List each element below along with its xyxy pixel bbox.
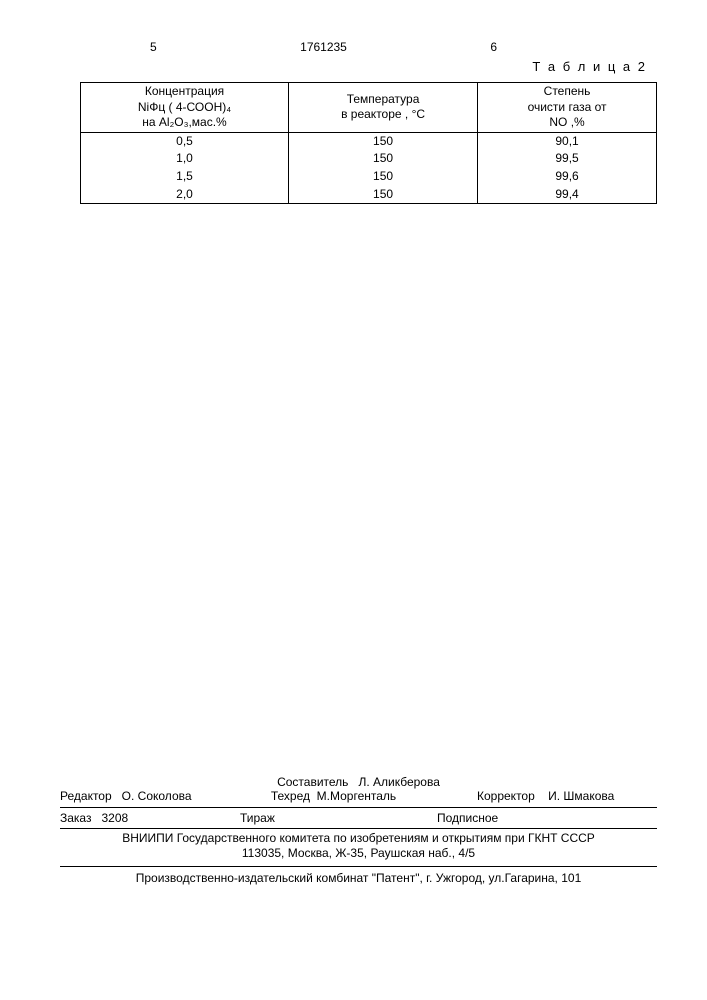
table-row: 2,0 150 99,4 <box>81 186 657 204</box>
table-row: 1,0 150 99,5 <box>81 150 657 168</box>
cell: 0,5 <box>81 132 289 150</box>
printer-row: Производственно-издательский комбинат "П… <box>60 867 657 885</box>
col-header-2: Температура в реакторе , °С <box>289 83 478 133</box>
data-table: Концентрация NiФц ( 4-СООН)₄ на Al₂O₃,ма… <box>80 82 657 204</box>
cell: 1,5 <box>81 168 289 186</box>
cell: 1,0 <box>81 150 289 168</box>
cell: 90,1 <box>478 132 657 150</box>
footer: Составитель Л. Аликберова Редактор О. Со… <box>60 775 657 885</box>
cell: 99,6 <box>478 168 657 186</box>
cell: 99,4 <box>478 186 657 204</box>
col-header-1: Концентрация NiФц ( 4-СООН)₄ на Al₂O₃,ма… <box>81 83 289 133</box>
page-number-right: 6 <box>490 40 497 54</box>
cell: 150 <box>289 168 478 186</box>
compiler-row: Составитель Л. Аликберова <box>60 775 657 789</box>
editor-cell: Редактор О. Соколова <box>60 789 210 803</box>
patent-number: 1761235 <box>300 40 347 54</box>
table-row: 0,5 150 90,1 <box>81 132 657 150</box>
table-row: 1,5 150 99,6 <box>81 168 657 186</box>
col-header-3: Степень очисти газа от NO ,% <box>478 83 657 133</box>
techred-cell: Техред М.Моргенталь <box>210 789 457 803</box>
page-number-left: 5 <box>150 40 157 54</box>
cell: 150 <box>289 150 478 168</box>
cell: 2,0 <box>81 186 289 204</box>
table-caption: Т а б л и ц а 2 <box>80 59 657 74</box>
org-block: ВНИИПИ Государственного комитета по изоб… <box>60 829 657 867</box>
corrector-cell: Корректор И. Шмакова <box>457 789 657 803</box>
order-row: Заказ 3208 Тираж Подписное <box>60 810 657 829</box>
page-header: 5 1761235 6 <box>80 40 657 54</box>
credits-block: Составитель Л. Аликберова Редактор О. Со… <box>60 775 657 808</box>
cell: 99,5 <box>478 150 657 168</box>
cell: 150 <box>289 132 478 150</box>
cell: 150 <box>289 186 478 204</box>
